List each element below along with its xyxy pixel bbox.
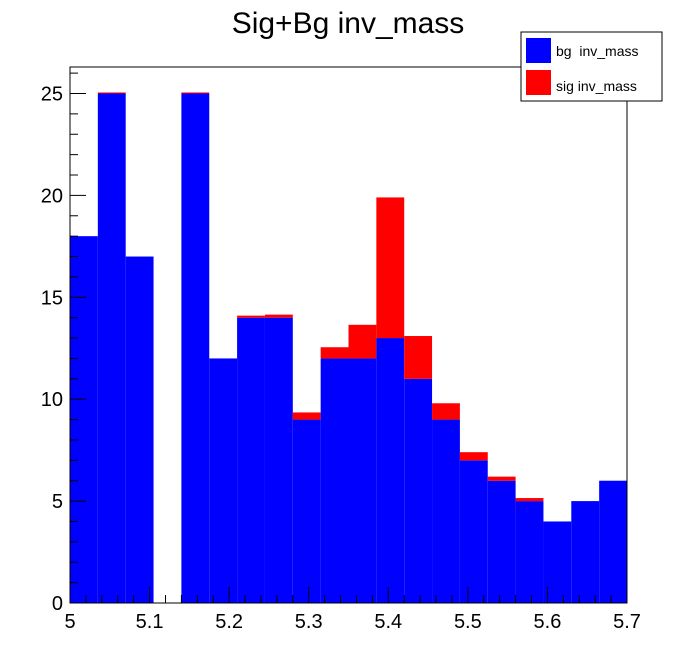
plot-frame xyxy=(69,66,628,604)
y-tick-label: 25 xyxy=(41,83,63,105)
bg-bar xyxy=(599,480,627,603)
bg-bar xyxy=(209,358,238,603)
chart-title: Sig+Bg inv_mass xyxy=(232,7,465,40)
bg-bar xyxy=(487,480,516,603)
sig-bar xyxy=(237,315,265,318)
bg-bar xyxy=(237,317,265,603)
bg-bar xyxy=(348,358,377,603)
x-tick-label: 5.3 xyxy=(295,611,323,633)
legend: bg inv_mass sig inv_mass xyxy=(520,31,663,102)
x-tick-label: 5.5 xyxy=(454,611,482,633)
bg-bar xyxy=(376,338,405,603)
legend-swatch-sig xyxy=(526,70,551,95)
legend-label-bg: bg inv_mass xyxy=(556,43,638,59)
sig-bar xyxy=(515,498,544,502)
legend-swatch-bg xyxy=(526,38,551,63)
sig-bar xyxy=(97,92,126,94)
sig-bar xyxy=(376,197,405,339)
sig-bar xyxy=(487,476,516,481)
sig-bar xyxy=(292,412,321,420)
y-tick-label: 0 xyxy=(52,593,63,615)
sig-bar xyxy=(348,324,377,359)
legend-label-sig: sig inv_mass xyxy=(556,78,637,94)
y-tick-label: 15 xyxy=(41,287,63,309)
x-tick-label: 5.1 xyxy=(136,611,164,633)
x-tick-label: 5.4 xyxy=(374,611,402,633)
bg-bar xyxy=(292,419,321,603)
bg-bar xyxy=(125,256,154,603)
x-tick-label: 5.7 xyxy=(613,611,641,633)
bg-bar xyxy=(515,501,544,603)
sig-bar xyxy=(404,336,433,379)
sig-bar xyxy=(264,314,293,318)
sig-bar xyxy=(181,92,210,94)
bg-bar xyxy=(181,93,210,603)
y-tick-label: 10 xyxy=(41,389,63,411)
bg-bar xyxy=(571,501,600,603)
x-tick-label: 5 xyxy=(64,611,75,633)
bg-bar xyxy=(404,378,433,603)
sig-bar xyxy=(320,347,349,359)
bg-bar xyxy=(320,358,349,603)
bg-bar xyxy=(459,460,488,603)
y-tick-label: 5 xyxy=(52,491,63,513)
bg-bar xyxy=(432,419,460,603)
sig-bar xyxy=(459,452,488,461)
x-tick-label: 5.2 xyxy=(215,611,243,633)
bg-bar xyxy=(543,521,572,603)
bg-bar xyxy=(97,93,126,603)
bg-bar xyxy=(264,317,293,603)
bars-group xyxy=(70,92,627,604)
sig-bar xyxy=(432,403,460,420)
x-tick-label: 5.6 xyxy=(534,611,562,633)
y-tick-label: 20 xyxy=(41,185,63,207)
